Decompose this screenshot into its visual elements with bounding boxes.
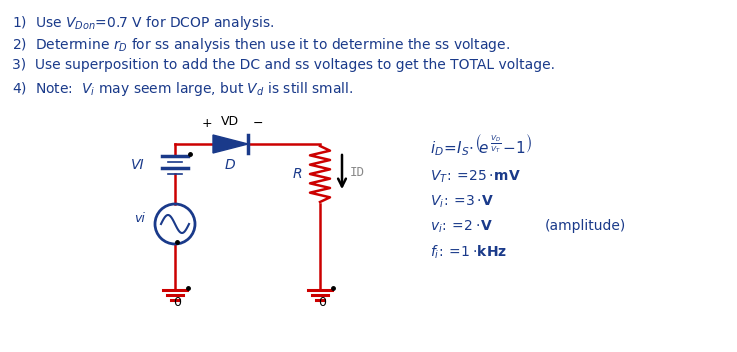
Text: VI: VI [131,158,145,172]
Text: 4)  Note:  $\mathit{V}_i$ may seem large, but $\mathit{V}_d$ is still small.: 4) Note: $\mathit{V}_i$ may seem large, … [12,80,353,98]
Text: ID: ID [350,165,365,178]
Text: $V_T\!:=\!25\cdot\!\mathbf{mV}$: $V_T\!:=\!25\cdot\!\mathbf{mV}$ [430,169,521,186]
Text: +: + [202,117,212,130]
Text: $i_D\!=\!I_S\!\cdot\!\left(\!e^{\,\frac{V_D}{V_T}}\!-\!1\right)$: $i_D\!=\!I_S\!\cdot\!\left(\!e^{\,\frac{… [430,132,532,158]
Text: 3)  Use superposition to add the DC and ss voltages to get the TOTAL voltage.: 3) Use superposition to add the DC and s… [12,58,555,72]
Text: 0: 0 [318,296,326,309]
Text: −: − [253,117,263,130]
Text: 0: 0 [173,296,181,309]
Polygon shape [213,135,248,153]
Text: 2)  Determine $\mathit{r}_D$ for ss analysis then use it to determine the ss vol: 2) Determine $\mathit{r}_D$ for ss analy… [12,36,510,54]
Text: $V_i\!:=\!3\cdot\!\mathbf{V}$: $V_i\!:=\!3\cdot\!\mathbf{V}$ [430,194,495,210]
Text: D: D [225,158,235,172]
Text: (amplitude): (amplitude) [545,219,626,233]
Text: vi: vi [134,212,145,225]
Text: $f_i\!:=\!1\cdot\!\mathbf{kHz}$: $f_i\!:=\!1\cdot\!\mathbf{kHz}$ [430,244,507,262]
Text: 1)  Use $\mathit{V}_{Don}$=0.7 V for DCOP analysis.: 1) Use $\mathit{V}_{Don}$=0.7 V for DCOP… [12,14,274,32]
Text: $v_i\!:=\!2\cdot\!\mathbf{V}$: $v_i\!:=\!2\cdot\!\mathbf{V}$ [430,219,493,235]
Text: R: R [293,167,302,181]
Text: VD: VD [221,115,239,128]
